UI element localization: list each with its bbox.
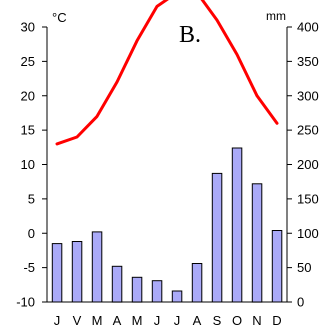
temperature-axis-ticks: 30 25 20 15 10 5 0 -5 -10 — [16, 20, 47, 310]
temperature-tick-label: 25 — [21, 54, 35, 69]
precipitation-tick-label: 100 — [297, 226, 319, 241]
temperature-tick-label: -5 — [23, 260, 35, 275]
precipitation-bar — [51, 243, 63, 303]
precipitation-bar — [251, 183, 263, 303]
temperature-tick-label: 20 — [21, 88, 35, 103]
precipitation-bar — [211, 172, 223, 303]
precipitation-tick-label: 250 — [297, 123, 319, 138]
month-label: N — [252, 313, 261, 328]
precipitation-bar — [151, 280, 163, 303]
precipitation-bar — [231, 147, 243, 303]
month-label: A — [193, 313, 202, 328]
precipitation-bar — [191, 263, 203, 303]
temperature-line — [55, 0, 279, 146]
precipitation-tick-label: 300 — [297, 88, 319, 103]
right-axis-unit: mm — [266, 9, 286, 23]
precipitation-bars — [51, 147, 283, 303]
precipitation-tick-label: 200 — [297, 157, 319, 172]
month-label: O — [232, 313, 242, 328]
precipitation-axis-ticks: 400 350 300 250 200 150 100 50 0 — [287, 20, 319, 310]
month-label: V — [73, 313, 82, 328]
precipitation-bar — [71, 241, 83, 303]
precipitation-bar — [171, 290, 183, 303]
precipitation-tick-label: 150 — [297, 191, 319, 206]
month-label: D — [272, 313, 281, 328]
precipitation-tick-label: 50 — [297, 260, 311, 275]
temperature-tick-label: -10 — [16, 295, 35, 310]
precipitation-bar — [91, 231, 103, 303]
precipitation-bar — [131, 276, 143, 303]
month-label: J — [54, 313, 61, 328]
temperature-tick-label: 15 — [21, 123, 35, 138]
left-axis-unit: °C — [52, 10, 67, 25]
precipitation-tick-label: 350 — [297, 54, 319, 69]
temperature-tick-label: 5 — [28, 191, 35, 206]
month-label: M — [92, 313, 103, 328]
temperature-tick-label: 0 — [28, 226, 35, 241]
precipitation-bar — [271, 230, 283, 303]
axes — [46, 27, 288, 303]
precipitation-tick-label: 0 — [297, 295, 304, 310]
precipitation-bar — [111, 265, 123, 303]
month-label: A — [113, 313, 122, 328]
temperature-tick-label: 30 — [21, 20, 35, 35]
month-label: J — [174, 313, 181, 328]
month-label: J — [154, 313, 161, 328]
month-label: S — [213, 313, 222, 328]
month-label: M — [132, 313, 143, 328]
precipitation-tick-label: 400 — [297, 20, 319, 35]
temperature-tick-label: 10 — [21, 157, 35, 172]
chart-title: B. — [179, 22, 201, 48]
